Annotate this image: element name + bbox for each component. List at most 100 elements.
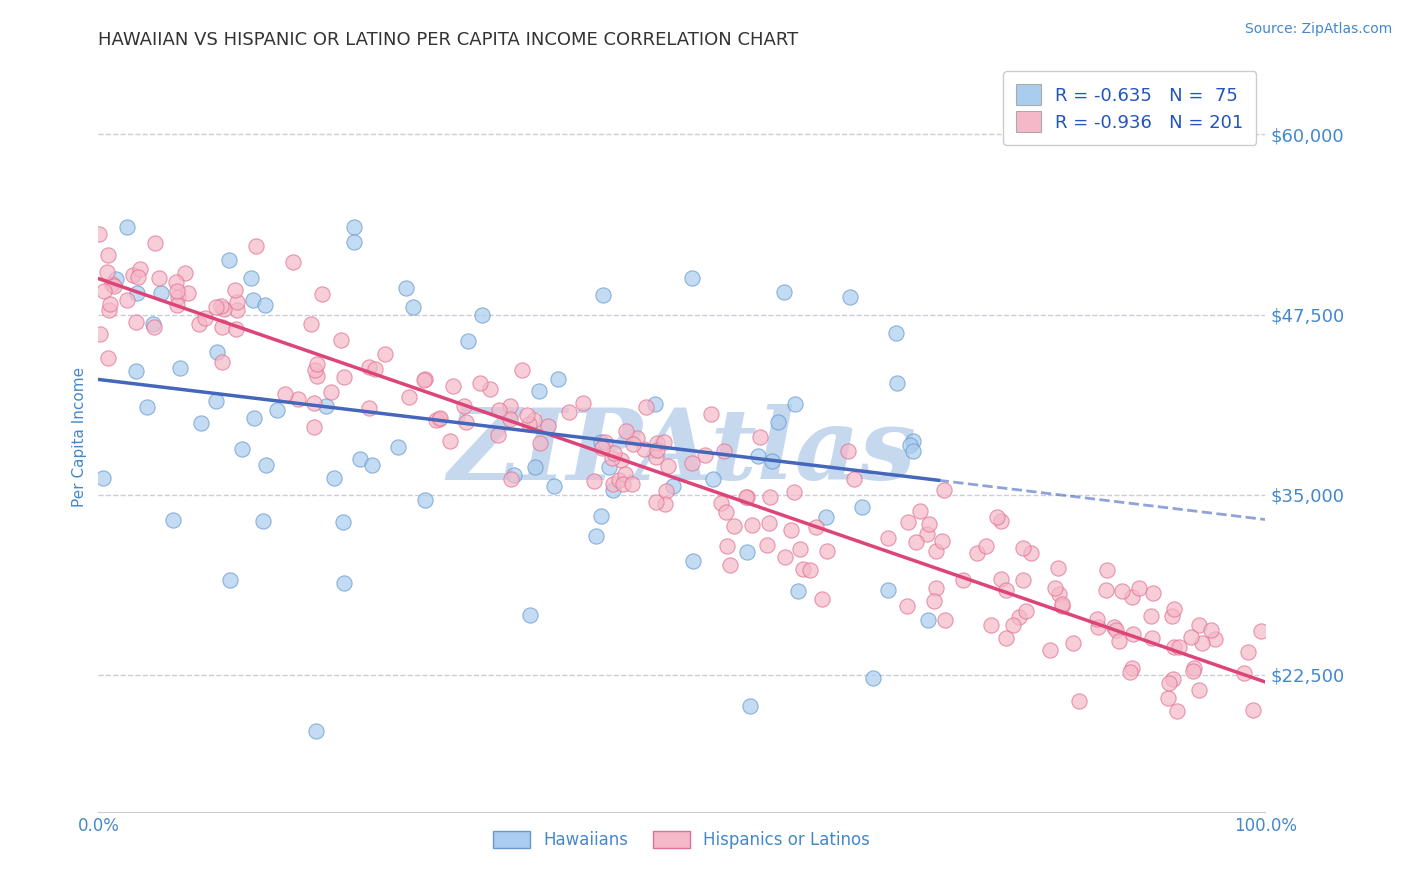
Point [681, 456, 703, 470]
Point [1008, 610, 1031, 624]
Point [917, 613, 939, 627]
Point [572, 395, 595, 409]
Point [980, 617, 1002, 632]
Point [682, 554, 704, 568]
Point [360, 458, 382, 473]
Point [299, 317, 322, 331]
Point [934, 613, 956, 627]
Point [412, 373, 434, 387]
Point [166, 298, 188, 312]
Point [357, 360, 380, 375]
Point [758, 491, 780, 505]
Point [127, 285, 149, 300]
Point [602, 476, 624, 491]
Point [240, 271, 263, 285]
Point [810, 592, 832, 607]
Point [321, 384, 343, 399]
Point [486, 428, 509, 442]
Point [645, 435, 668, 450]
Point [994, 631, 1017, 645]
Point [905, 535, 928, 549]
Point [177, 286, 200, 301]
Point [479, 382, 502, 396]
Point [654, 497, 676, 511]
Point [779, 523, 801, 537]
Point [1182, 661, 1205, 675]
Point [516, 409, 538, 423]
Point [915, 526, 938, 541]
Point [734, 490, 756, 504]
Point [225, 322, 247, 336]
Point [115, 293, 138, 307]
Point [583, 474, 606, 488]
Point [1180, 631, 1202, 645]
Point [129, 262, 152, 277]
Point [645, 443, 668, 458]
Point [1237, 645, 1260, 659]
Point [252, 514, 274, 528]
Point [89, 327, 111, 342]
Point [1241, 702, 1264, 716]
Point [315, 400, 337, 414]
Point [1188, 683, 1211, 698]
Point [212, 301, 235, 316]
Point [908, 504, 931, 518]
Point [211, 319, 233, 334]
Point [1015, 604, 1038, 618]
Point [607, 473, 630, 487]
Point [302, 419, 325, 434]
Point [931, 534, 953, 549]
Point [305, 724, 328, 739]
Point [644, 397, 666, 411]
Point [499, 411, 522, 425]
Point [735, 490, 758, 504]
Point [657, 458, 679, 473]
Point [87, 227, 110, 241]
Point [174, 266, 197, 280]
Point [98, 297, 121, 311]
Point [925, 581, 948, 595]
Point [117, 219, 139, 234]
Point [1104, 623, 1126, 637]
Point [1121, 590, 1143, 604]
Point [1049, 587, 1071, 601]
Point [1161, 609, 1184, 624]
Point [815, 510, 838, 524]
Point [125, 315, 148, 329]
Point [766, 416, 789, 430]
Point [1095, 563, 1118, 577]
Point [851, 500, 873, 514]
Point [188, 317, 211, 331]
Point [1142, 632, 1164, 646]
Point [450, 2, 472, 16]
Point [305, 357, 328, 371]
Point [1233, 666, 1256, 681]
Point [612, 476, 634, 491]
Point [524, 460, 547, 475]
Point [595, 435, 617, 450]
Point [792, 562, 814, 576]
Point [1163, 640, 1185, 655]
Point [761, 454, 783, 468]
Point [598, 459, 620, 474]
Point [323, 471, 346, 485]
Point [1128, 581, 1150, 595]
Point [454, 415, 477, 429]
Point [413, 372, 436, 386]
Point [1163, 672, 1185, 686]
Point [758, 516, 780, 530]
Point [136, 400, 159, 414]
Point [242, 411, 264, 425]
Text: HAWAIIAN VS HISPANIC OR LATINO PER CAPITA INCOME CORRELATION CHART: HAWAIIAN VS HISPANIC OR LATINO PER CAPIT… [98, 31, 799, 49]
Point [523, 413, 546, 427]
Point [990, 572, 1012, 586]
Point [755, 538, 778, 552]
Point [148, 271, 170, 285]
Text: Source: ZipAtlas.com: Source: ZipAtlas.com [1244, 22, 1392, 37]
Point [205, 345, 228, 359]
Y-axis label: Per Capita Income: Per Capita Income [72, 367, 87, 508]
Point [693, 448, 716, 462]
Point [142, 318, 165, 332]
Point [966, 546, 988, 560]
Point [995, 583, 1018, 598]
